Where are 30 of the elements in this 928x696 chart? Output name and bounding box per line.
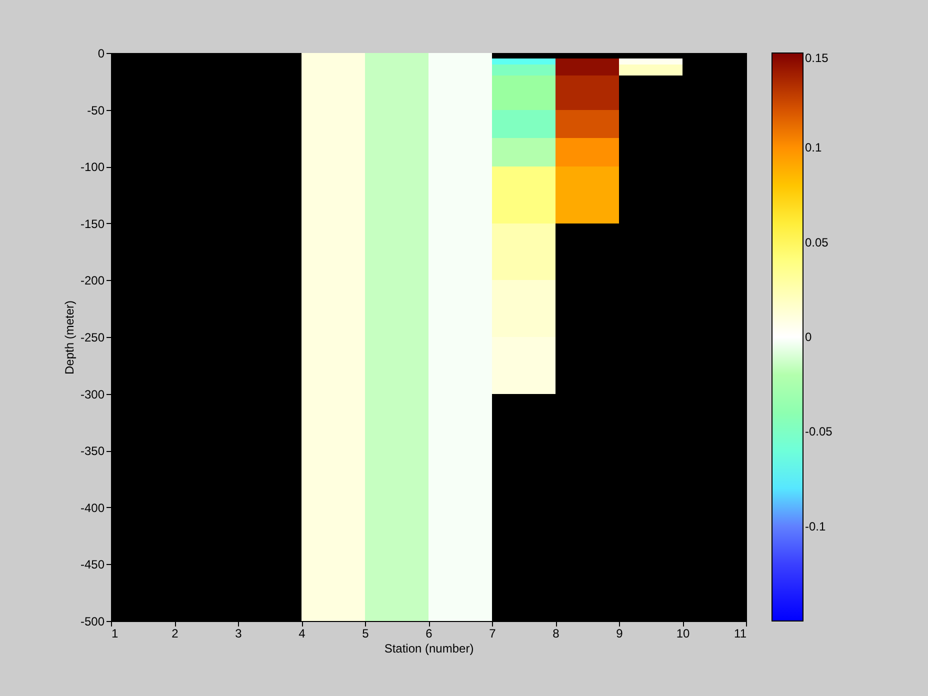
y-tick-label: -150 — [80, 216, 105, 231]
y-tick-label: -350 — [80, 444, 105, 458]
x-tick-label: 1 — [112, 626, 118, 640]
y-tick-label: -50 — [87, 103, 105, 118]
color-bar-label: -0.1 — [805, 519, 826, 534]
y-tick-label: -250 — [80, 330, 105, 344]
color-bar-label: 0 — [805, 330, 812, 344]
x-tick-label: 7 — [489, 626, 496, 640]
x-tick-label: 5 — [362, 626, 370, 640]
x-tick-label: 9 — [616, 626, 624, 640]
color-bar-label: -0.05 — [805, 424, 833, 439]
y-axis-title: Depth (meter) — [62, 300, 76, 375]
x-axis-title: Station (number) — [384, 642, 474, 656]
y-tick-label: -300 — [80, 387, 105, 402]
color-bar-label: 0.1 — [805, 140, 822, 155]
y-tick-label: -100 — [80, 160, 105, 174]
y-tick-label: -200 — [80, 274, 105, 288]
color-bar-label: 0.15 — [805, 51, 829, 65]
y-tick-label: 0 — [98, 46, 105, 60]
x-tick-label: 2 — [172, 626, 179, 640]
x-tick-label: 11 — [734, 626, 747, 640]
x-tick-label: 4 — [298, 626, 306, 640]
y-tick-label: -400 — [80, 500, 105, 515]
x-tick-label: 6 — [426, 626, 433, 640]
y-tick-label: -500 — [80, 614, 105, 628]
color-bar-label: 0.05 — [805, 235, 829, 250]
y-tick-label: -450 — [80, 558, 105, 572]
x-tick-label: 10 — [676, 626, 690, 640]
x-tick-label: 8 — [552, 626, 560, 640]
x-tick-label: 3 — [235, 626, 242, 640]
